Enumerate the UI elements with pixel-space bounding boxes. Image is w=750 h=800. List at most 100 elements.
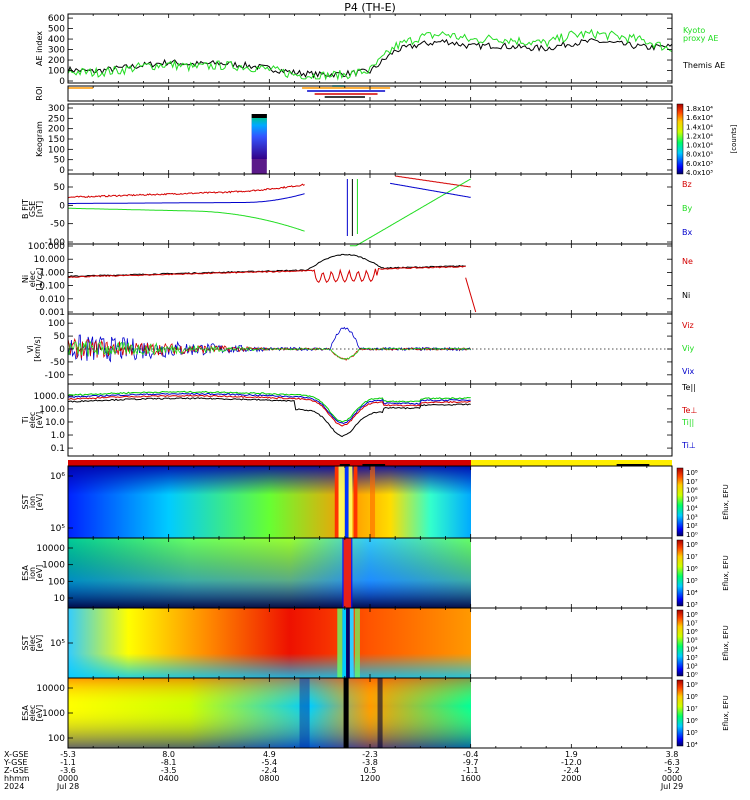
keogram-colorbar-label: 1.0x10⁴	[686, 142, 713, 150]
sst-elec-stripe	[337, 608, 343, 678]
velocity-legend-vix: Vix	[682, 367, 695, 376]
sst-elec-stripe	[349, 608, 354, 678]
esa-elec-ytick-label: 1000	[42, 709, 65, 719]
velocity-ytick-label: -50	[50, 358, 65, 368]
sst-ion-colorbar-label: 10³	[686, 513, 698, 521]
sst-ion-stripe	[344, 466, 349, 538]
ne-drop	[465, 277, 477, 313]
esa-ion-ytick-label: 1000	[42, 561, 65, 571]
esa-elec-colorbar-label: 10⁹	[686, 681, 698, 689]
density-legend-ne: Ne	[682, 257, 693, 266]
esa-ion-colorbar-label: 10⁶	[686, 565, 698, 573]
keogram-colorbar-label: 4.0x10³	[686, 169, 713, 177]
temperature-panel-frame	[67, 383, 673, 457]
esa-elec-ytick-label: 10000	[36, 684, 65, 694]
sst-ion-stripe	[334, 466, 339, 538]
density-ytick-label: 1.000	[39, 268, 65, 278]
temperature-legend-teperp: Te⊥	[681, 406, 697, 415]
density-ylabel-0: Ni	[21, 275, 30, 283]
sst-elec-colorbar-label: 10³	[686, 654, 698, 662]
sst-ion-stripe	[338, 466, 345, 538]
by-trace-a	[68, 207, 305, 232]
xaxis-tick-0-row-1: -1.1	[60, 758, 76, 767]
mode-bar-yellow	[471, 460, 672, 466]
temperature-trace-0	[67, 390, 471, 423]
esa-ion-stripe	[343, 538, 352, 608]
temperature-legend-tepar: Te||	[681, 383, 696, 392]
bz-trace-b	[395, 175, 471, 188]
keogram-colorbar	[676, 103, 684, 175]
xaxis-tick-2-row-3: 0800	[259, 774, 279, 783]
esa-elec-spectrogram-shade	[68, 678, 471, 748]
esa-elec-stripe	[343, 678, 349, 748]
xaxis-tick-5-row-1: -12.0	[561, 758, 582, 767]
sst-elec-colorbar-label: 10⁰	[686, 671, 698, 679]
xaxis-tick-5-row-2: -2.4	[564, 766, 580, 775]
velocity-legend-viz: Viz	[682, 321, 694, 330]
mode-bar-mark	[362, 464, 386, 466]
mode-bar-mark	[339, 464, 350, 466]
sst-elec-ylabel-1: elec	[28, 635, 37, 651]
bfield-ytick-label: 0	[59, 201, 65, 211]
sst-ion-stripe	[370, 466, 376, 538]
xaxis-tick-6-row-3: 0000	[662, 774, 682, 783]
esa-ion-ytick-label: 100	[48, 577, 65, 587]
esa-elec-ytick-label: 100	[48, 734, 65, 744]
density-ytick-label: 10.000	[34, 255, 66, 265]
sst-elec-colorbar-label: 10⁷	[686, 620, 698, 628]
keogram-ytick-label: 50	[54, 156, 66, 166]
ae-legend-themis: Themis AE	[682, 61, 725, 70]
plot-title: P4 (TH-E)	[344, 1, 396, 14]
esa-elec-ylabel-1: elec	[28, 705, 37, 721]
keogram-colorbar-label: 8.0x10³	[686, 151, 713, 159]
sst-ion-colorbar-title: Eflux, EFU	[722, 484, 730, 519]
xaxis-tick-2-row-2: -2.4	[262, 766, 278, 775]
esa-ion-colorbar	[676, 539, 684, 607]
density-panel-frame	[67, 243, 673, 315]
sst-ion-ytick-label: 10⁵	[50, 524, 65, 534]
temperature-trace-1	[67, 392, 471, 425]
ae-series-themis	[67, 38, 673, 79]
velocity-ylabel-1: [km/s]	[33, 336, 42, 362]
esa-elec-colorbar	[676, 679, 684, 747]
esa-ion-colorbar-label: 10⁸	[686, 541, 698, 549]
keogram-panel-frame	[67, 103, 673, 175]
velocity-ytick-label: 100	[48, 319, 65, 329]
sst-elec-colorbar-title: Eflux, EFU	[722, 625, 730, 660]
sst-ion-stripe	[348, 466, 353, 538]
bfield-ylabel-0: B FIT	[21, 199, 30, 219]
ae-ytick-label: 600	[48, 14, 65, 24]
esa-elec-ylabel-0: ESA	[21, 705, 30, 721]
xaxis-tick-4-row-3: 1600	[460, 774, 480, 783]
xaxis-tick-6-row-2: -5.2	[664, 766, 680, 775]
keogram-colorbar-label: 6.0x10³	[686, 160, 713, 168]
xaxis-tick-3-row-0: -2.3	[362, 750, 378, 759]
ae-ytick-label: 100	[48, 67, 65, 77]
sst-ion-colorbar-label: 10⁶	[686, 487, 698, 495]
xaxis-tick-1-row-1: -8.1	[161, 758, 177, 767]
esa-ion-colorbar-label: 10⁷	[686, 553, 698, 561]
xaxis-tick-0-row-2: -3.6	[60, 766, 76, 775]
trace-layer	[67, 28, 673, 438]
keogram-ytick-label: 200	[48, 125, 65, 135]
density-ytick-label: 100.000	[28, 242, 65, 252]
temperature-ytick-label: 0.1	[51, 444, 65, 454]
sst-ion-colorbar-label: 10⁵	[686, 496, 698, 504]
esa-elec-colorbar-label: 10⁵	[686, 729, 698, 737]
xaxis-row-label-0: X-GSE	[4, 750, 29, 759]
keogram-ytick-label: 100	[48, 145, 65, 155]
esa-elec-stripe	[299, 678, 310, 748]
sst-ion-colorbar	[676, 467, 684, 537]
xaxis-tick-1-row-2: -3.5	[161, 766, 177, 775]
sst-ion-colorbar-label: 10⁷	[686, 478, 698, 486]
bfield-ytick-label: -100	[45, 238, 66, 248]
esa-ion-colorbar-title: Eflux, EFU	[722, 555, 730, 590]
roi-ylabel: ROI	[35, 86, 44, 100]
mode-bar-mark	[616, 464, 650, 466]
xaxis-tick-2-row-0: 4.9	[263, 750, 276, 759]
temperature-trace-3	[67, 397, 471, 438]
keogram-colorbar-label: 1.8x10⁴	[686, 105, 713, 113]
xaxis-tick-6-row-1: -6.3	[664, 758, 680, 767]
bfield-legend-by: By	[682, 204, 692, 213]
temperature-ytick-label: 1000.0	[34, 392, 66, 402]
